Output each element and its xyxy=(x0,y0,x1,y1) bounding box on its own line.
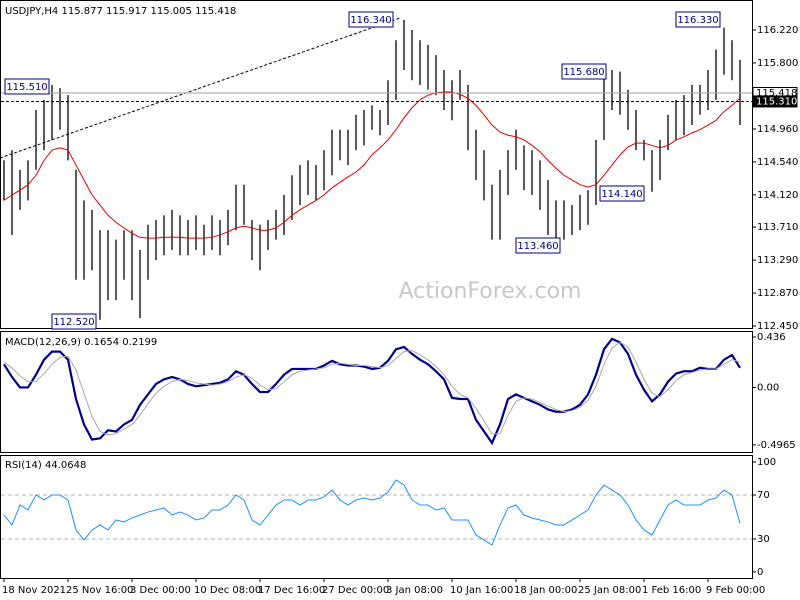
annotation-label: 112.520 xyxy=(53,317,94,328)
x-tick-label: 18 Nov 2021 xyxy=(2,585,66,596)
annotation-box xyxy=(51,313,97,330)
price-box xyxy=(752,95,798,108)
series-line xyxy=(3,341,741,436)
x-tick-label: 27 Dec 00:00 xyxy=(322,585,389,596)
annotation-box xyxy=(675,11,721,28)
rsi-title: RSI(14) 44.0648 xyxy=(5,460,86,471)
y-tick-label: 114.960 xyxy=(757,124,798,135)
y-tick-label: 0.00 xyxy=(757,382,779,393)
series-line xyxy=(3,337,741,446)
x-tick-label: 25 Nov 16:00 xyxy=(66,585,133,596)
y-tick-label: 113.710 xyxy=(757,222,798,233)
x-tick-label: 10 Dec 08:00 xyxy=(194,585,261,596)
series-line xyxy=(3,91,741,239)
x-tick-label: 25 Jan 08:00 xyxy=(578,585,641,596)
y-tick-label: 115.800 xyxy=(757,58,798,69)
annotation-box xyxy=(4,78,50,95)
price-label: 115.310 xyxy=(756,96,797,107)
macd-title: MACD(12,26,9) 0.1654 0.2199 xyxy=(5,337,157,348)
annotation-label: 115.680 xyxy=(563,67,604,78)
x-tick-label: 3 Dec 00:00 xyxy=(130,585,191,596)
annotation-box xyxy=(348,11,394,28)
x-tick-label: 17 Dec 16:00 xyxy=(258,585,325,596)
y-tick-label: 116.220 xyxy=(757,25,798,36)
y-tick-label: 30 xyxy=(757,534,770,545)
price-panel xyxy=(0,0,753,329)
y-tick-label: 113.290 xyxy=(757,255,798,266)
y-tick-label: 100 xyxy=(757,457,776,468)
y-tick-label: 70 xyxy=(757,490,770,501)
price-label: 115.418 xyxy=(756,88,797,99)
y-tick-label: 114.540 xyxy=(757,157,798,168)
x-tick-label: 18 Jan 00:00 xyxy=(514,585,577,596)
annotation-label: 114.140 xyxy=(601,189,642,200)
watermark: ActionForex.com xyxy=(399,279,582,304)
y-tick-label: 0 xyxy=(757,567,763,578)
y-tick-label: 112.450 xyxy=(757,321,798,332)
annotation-label: 116.330 xyxy=(677,15,718,26)
y-tick-label: 0.436 xyxy=(757,332,786,343)
trend-line xyxy=(0,17,401,159)
annotation-box xyxy=(561,63,607,80)
price-title: USDJPY,H4 115.877 115.917 115.005 115.41… xyxy=(5,6,236,17)
rsi-panel xyxy=(0,455,753,579)
annotation-box xyxy=(599,185,645,202)
annotation-label: 116.340 xyxy=(350,15,391,26)
annotation-box xyxy=(515,237,561,254)
annotation-label: 113.460 xyxy=(517,241,558,252)
x-tick-label: 9 Feb 00:00 xyxy=(706,585,765,596)
y-tick-label: 112.870 xyxy=(757,288,798,299)
x-tick-label: 3 Jan 08:00 xyxy=(386,585,443,596)
series-line xyxy=(3,479,741,546)
x-tick-label: 10 Jan 16:00 xyxy=(450,585,513,596)
y-tick-label: -0.4965 xyxy=(757,440,796,451)
annotation-label: 115.510 xyxy=(6,82,47,93)
x-tick-label: 1 Feb 16:00 xyxy=(642,585,701,596)
y-tick-label: 114.120 xyxy=(757,190,798,201)
